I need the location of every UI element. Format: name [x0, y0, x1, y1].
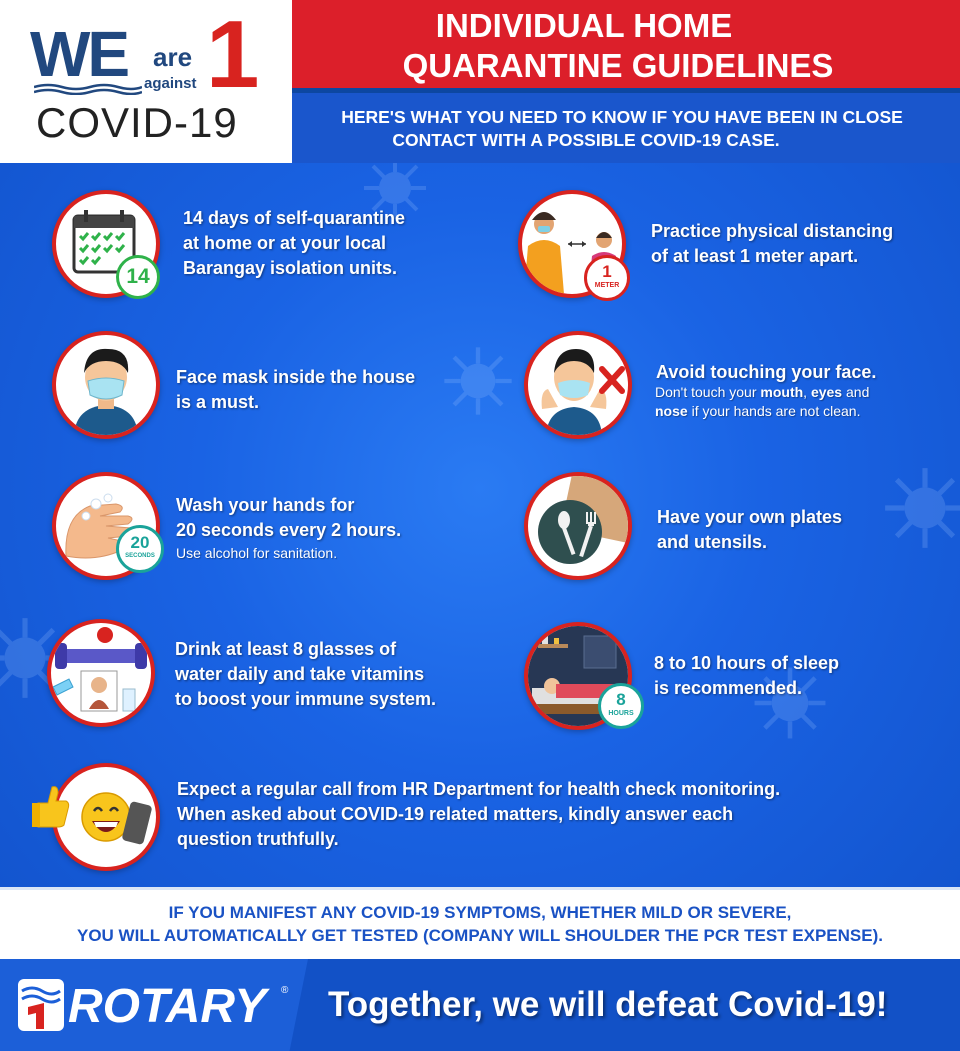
note-emphasis-nose: nose [655, 403, 688, 419]
logo-covid-text: COVID-19 [36, 99, 238, 146]
seconds-badge: 20 SECONDS [116, 525, 164, 573]
campaign-logo: WE are against 1 COVID-19 [0, 0, 292, 163]
guideline-text-line: is a must. [176, 392, 260, 412]
rotary-logo-icon [18, 979, 64, 1031]
note-emphasis-eyes: eyes [810, 384, 843, 400]
brand-name: ROTARY [68, 980, 267, 1033]
note-text: Don't touch your [655, 384, 761, 400]
guideline-text-line: Have your own plates [657, 507, 843, 527]
guideline-text-line: Wash your hands for [176, 495, 355, 515]
title-banner: INDIVIDUAL HOME QUARANTINE GUIDELINES [292, 0, 960, 93]
title-divider [292, 88, 960, 93]
guideline-text-line: Barangay isolation units. [183, 258, 398, 278]
guideline-text-line: 14 days of self-quarantine [183, 208, 406, 228]
hours-badge-number: 8 [616, 690, 626, 709]
virus-decoration-icon [364, 163, 426, 219]
guideline-text-line: water daily and take vitamins [175, 664, 425, 684]
guideline-text-line: to boost your immune system. [175, 689, 437, 709]
no-touch-face-icon [524, 331, 632, 439]
page-title-line-2: QUARANTINE GUIDELINES [402, 47, 834, 84]
notice-line-2: YOU WILL AUTOMATICALLY GET TESTED (COMPA… [77, 926, 883, 945]
seconds-badge-number: 20 [130, 533, 150, 552]
guideline-text-line: When asked about COVID-19 related matter… [177, 804, 734, 824]
guideline-text-line: and utensils. [657, 532, 768, 552]
guideline-text-line: 8 to 10 hours of sleep [654, 653, 840, 673]
note-emphasis-mouth: mouth [760, 384, 804, 400]
quarantine-days-badge: 14 [116, 255, 160, 299]
guideline-note: Don't touch your mouth, eyes and [655, 383, 869, 402]
logo-waves-icon [34, 83, 142, 95]
footer: ROTARY ® Together, we will defeat Covid-… [0, 959, 960, 1051]
guideline-text-line: question truthfully. [177, 829, 339, 849]
footer-slogan: Together, we will defeat Covid-19! [328, 985, 888, 1024]
guideline-text-line: Face mask inside the house [176, 367, 416, 387]
guidelines-panel: 14 14 days of self-quarantine at home or… [0, 163, 960, 887]
testing-notice: IF YOU MANIFEST ANY COVID-19 SYMPTOMS, W… [0, 887, 960, 959]
brand-panel: ROTARY ® [0, 959, 308, 1051]
guideline-text-line: is recommended. [654, 678, 803, 698]
page-title-line-1: INDIVIDUAL HOME [435, 7, 733, 44]
face-mask-icon [52, 331, 160, 439]
distance-badge-unit: METER [594, 282, 620, 289]
guideline-note: Use alcohol for sanitation. [176, 545, 338, 561]
registered-mark: ® [281, 985, 289, 996]
note-text: and [842, 384, 870, 400]
guideline-note: nose if your hands are not clean. [655, 402, 860, 421]
guideline-text-line: Practice physical distancing [651, 221, 894, 241]
virus-decoration-icon [885, 468, 960, 548]
note-text: if your hands are not clean. [687, 403, 861, 419]
guideline-text-line: at home or at your local [183, 233, 387, 253]
logo-against-text: against [144, 75, 197, 92]
healthy-lifestyle-icon [47, 619, 155, 727]
seconds-badge-unit: SECONDS [125, 553, 155, 559]
logo-one-text: 1 [206, 1, 260, 108]
guideline-text-line: of at least 1 meter apart. [651, 246, 859, 266]
distance-badge: 1 METER [584, 255, 630, 301]
note-text: , [803, 384, 811, 400]
thumbs-up-icon [32, 786, 70, 828]
phone-call-icon [52, 763, 160, 871]
hours-badge: 8 HOURS [598, 683, 644, 729]
distance-badge-number: 1 [602, 262, 612, 281]
subtitle-line-2: CONTACT WITH A POSSIBLE COVID-19 CASE. [392, 130, 780, 150]
guideline-text-line: Expect a regular call from HR Department… [177, 779, 781, 799]
notice-line-1: IF YOU MANIFEST ANY COVID-19 SYMPTOMS, W… [168, 903, 792, 922]
virus-decoration-icon [754, 667, 826, 739]
virus-decoration-icon [444, 347, 512, 415]
logo-we-text: WE [30, 18, 130, 90]
guideline-text-line: Drink at least 8 glasses of [175, 639, 397, 659]
hours-badge-unit: HOURS [608, 710, 634, 717]
plate-utensils-icon [524, 472, 632, 580]
guideline-text-line: 20 seconds every 2 hours. [176, 520, 402, 540]
subtitle-line-1: HERE'S WHAT YOU NEED TO KNOW IF YOU HAVE… [341, 107, 903, 127]
guideline-text-line: Avoid touching your face. [656, 362, 877, 382]
logo-are-text: are [153, 42, 193, 72]
subtitle-banner: HERE'S WHAT YOU NEED TO KNOW IF YOU HAVE… [292, 93, 960, 163]
